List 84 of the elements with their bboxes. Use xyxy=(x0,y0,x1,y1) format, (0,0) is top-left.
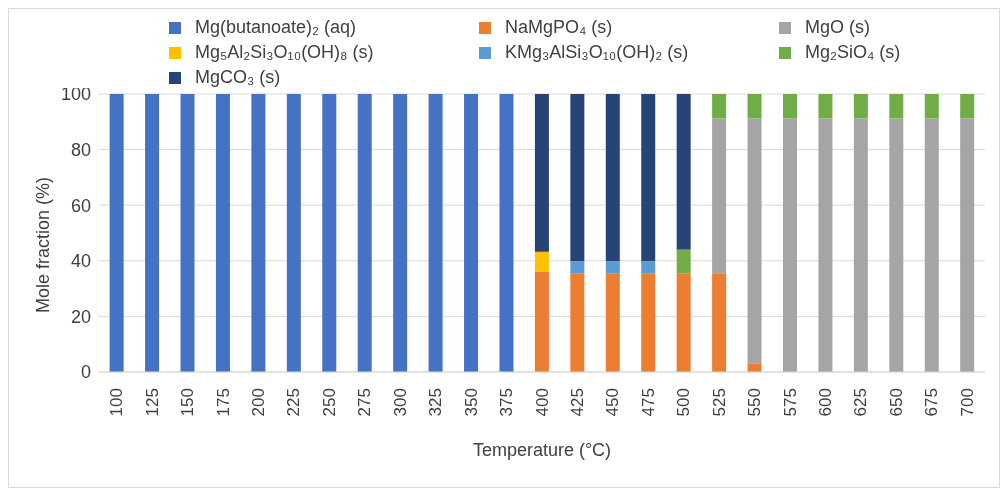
bar xyxy=(605,273,620,372)
x-tick-label: 525 xyxy=(709,388,729,417)
x-tick-label: 250 xyxy=(319,388,339,417)
x-axis-title: Temperature (°C) xyxy=(472,440,612,460)
x-tick-label: 650 xyxy=(886,388,906,417)
legend-label: Mg(butanoate)₂ (aq) xyxy=(195,17,357,38)
bar xyxy=(960,94,975,119)
bar xyxy=(889,118,904,372)
bar xyxy=(853,118,868,372)
x-tick-label: 175 xyxy=(213,388,233,417)
bar xyxy=(322,94,337,372)
x-tick-label: 125 xyxy=(142,388,162,417)
x-tick-label: 225 xyxy=(284,388,304,417)
bar xyxy=(889,94,904,119)
x-tick-label: 700 xyxy=(957,388,977,417)
bar xyxy=(853,94,868,119)
bar xyxy=(924,94,939,119)
x-tick-label: 325 xyxy=(426,388,446,417)
x-tick-label: 300 xyxy=(390,388,410,417)
x-tick-label: 200 xyxy=(248,388,268,417)
x-tick-label: 500 xyxy=(674,388,694,417)
x-tick-label: 100 xyxy=(107,388,127,417)
y-tick-label: 80 xyxy=(70,139,91,160)
bar xyxy=(782,118,797,372)
x-tick-label: 625 xyxy=(851,388,871,417)
bar xyxy=(109,94,124,372)
bar xyxy=(818,94,833,119)
bar xyxy=(534,271,549,372)
x-tick-label: 600 xyxy=(816,388,836,417)
x-tick-label: 150 xyxy=(178,388,198,417)
bar xyxy=(712,273,727,372)
bar xyxy=(782,94,797,119)
bar xyxy=(960,118,975,372)
bar xyxy=(286,94,301,372)
x-tick-label: 575 xyxy=(780,388,800,417)
x-tick-label: 675 xyxy=(922,388,942,417)
y-tick-label: 20 xyxy=(70,306,91,327)
bar xyxy=(180,94,195,372)
bar xyxy=(605,94,620,262)
legend-label: MgCO₃ (s) xyxy=(195,67,281,88)
x-tick-label: 550 xyxy=(745,388,765,417)
bar xyxy=(641,261,656,274)
y-axis-title: Mole fraction (%) xyxy=(33,176,54,313)
bar xyxy=(499,94,514,372)
bar xyxy=(393,94,408,372)
y-tick-label: 60 xyxy=(70,195,91,216)
legend-label: KMg₃AlSi₃O₁₀(OH)₂ (s) xyxy=(505,42,689,63)
bar xyxy=(605,261,620,274)
bar xyxy=(747,94,762,119)
bar xyxy=(712,118,727,274)
x-tick-label: 425 xyxy=(567,388,587,417)
bar xyxy=(534,94,549,252)
y-tick-label: 100 xyxy=(60,84,91,105)
bar xyxy=(712,94,727,119)
bar xyxy=(251,94,266,372)
bar xyxy=(534,251,549,272)
legend-label: Mg₅Al₂Si₃O₁₀(OH)₈ (s) xyxy=(195,42,374,63)
x-tick-label: 475 xyxy=(638,388,658,417)
bar xyxy=(215,94,230,372)
bar xyxy=(428,94,443,372)
bar xyxy=(464,94,479,372)
bar xyxy=(570,273,585,372)
bar xyxy=(818,118,833,372)
bar xyxy=(641,94,656,262)
y-tick-label: 0 xyxy=(80,362,91,383)
bar xyxy=(145,94,160,372)
bar xyxy=(747,118,762,364)
bar xyxy=(676,273,691,372)
x-tick-label: 275 xyxy=(355,388,375,417)
bar xyxy=(641,273,656,372)
bar xyxy=(924,118,939,372)
x-tick-label: 400 xyxy=(532,388,552,417)
x-tick-label: 450 xyxy=(603,388,623,417)
bar xyxy=(570,94,585,262)
bar xyxy=(357,94,372,372)
x-tick-label: 350 xyxy=(461,388,481,417)
legend-label: MgO (s) xyxy=(805,17,870,38)
legend-label: NaMgPO₄ (s) xyxy=(505,17,613,38)
bar xyxy=(676,94,691,250)
x-tick-label: 375 xyxy=(497,388,517,417)
bar xyxy=(676,249,691,274)
y-tick-label: 40 xyxy=(70,251,91,272)
legend-label: Mg₂SiO₄ (s) xyxy=(805,42,901,63)
bar xyxy=(570,261,585,274)
